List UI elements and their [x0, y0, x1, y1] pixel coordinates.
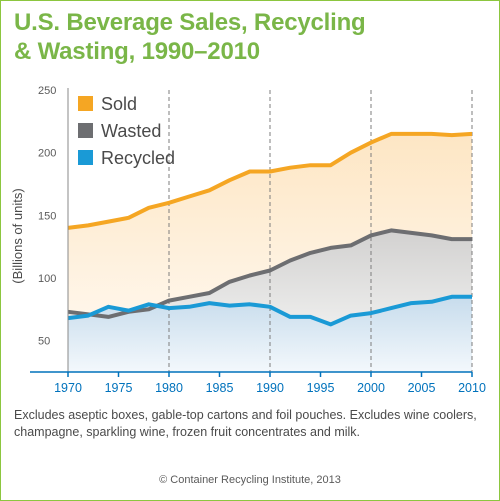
- legend-swatch-sold: [78, 96, 93, 111]
- x-tick-2000: 2000: [357, 381, 385, 395]
- x-tick-1985: 1985: [206, 381, 234, 395]
- x-tick-1995: 1995: [307, 381, 335, 395]
- legend-label-sold: Sold: [101, 94, 137, 114]
- x-tick-1990: 1990: [256, 381, 284, 395]
- y-axis-label: (Billions of units): [10, 188, 25, 283]
- chart-title: U.S. Beverage Sales, Recycling & Wasting…: [14, 8, 484, 66]
- legend-label-recycled: Recycled: [101, 148, 175, 168]
- y-tick-100: 100: [38, 273, 56, 285]
- x-tick-1975: 1975: [105, 381, 133, 395]
- y-tick-50: 50: [38, 336, 50, 348]
- recycled-line: [67, 294, 472, 327]
- x-tick-2010: 2010: [458, 381, 486, 395]
- legend-swatch-wasted: [78, 123, 93, 138]
- wasted-line: [67, 228, 472, 319]
- chart-title-line-2: & Wasting, 1990–2010: [14, 38, 260, 65]
- x-tick-2005: 2005: [408, 381, 436, 395]
- y-tick-250: 250: [38, 85, 56, 97]
- chart-title-line-1: U.S. Beverage Sales, Recycling: [14, 9, 366, 36]
- chart-credit: © Container Recycling Institute, 2013: [159, 474, 341, 486]
- legend-label-wasted: Wasted: [101, 121, 161, 141]
- x-tick-1980: 1980: [155, 381, 183, 395]
- x-tick-1970: 1970: [54, 381, 82, 395]
- y-tick-150: 150: [38, 210, 56, 222]
- chart-footnote: Excludes aseptic boxes, gable-top carton…: [14, 408, 477, 439]
- legend-swatch-recycled: [78, 150, 93, 165]
- sold-line: [67, 131, 473, 230]
- y-tick-200: 200: [38, 148, 56, 160]
